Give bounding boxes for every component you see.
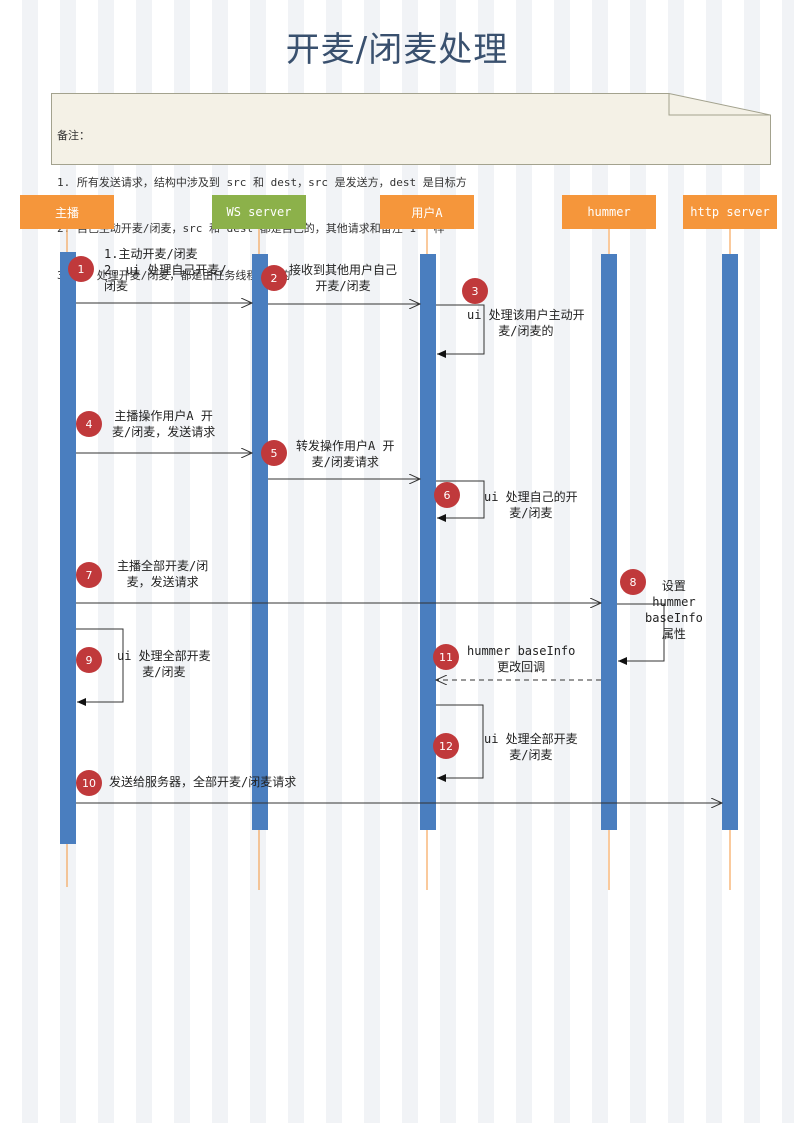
actor-user-a: 用户A: [380, 195, 474, 229]
activation-bar-ws-server: [252, 254, 268, 830]
actor-http-server: http server: [683, 195, 777, 229]
self-arrow-12: [436, 704, 484, 782]
step-label: 转发操作用户A 开 麦/闭麦请求: [296, 439, 395, 469]
self-arrow-8: [617, 603, 665, 665]
actor-anchor: 主播: [20, 195, 114, 229]
step-marker: 9: [76, 647, 102, 673]
actor-ws-server: WS server: [212, 195, 306, 229]
step-marker: 7: [76, 562, 102, 588]
step-marker: 1: [68, 256, 94, 282]
step-marker: 6: [434, 482, 460, 508]
page-title: 开麦/闭麦处理: [285, 30, 509, 70]
step-label: ui 处理该用户主动开 麦/闭麦的: [467, 308, 585, 338]
step-marker: 5: [261, 440, 287, 466]
activation-bar-anchor: [60, 252, 76, 844]
step-label: 主播操作用户A 开 麦/闭麦，发送请求: [112, 409, 216, 439]
actor-hummer: hummer: [562, 195, 656, 229]
step-label: hummer baseInfo 更改回调: [467, 644, 576, 674]
step-label: ui 处理全部开麦 麦/闭麦: [117, 649, 211, 679]
step-marker: 12: [433, 733, 459, 759]
step-marker: 3: [462, 278, 488, 304]
step-marker: 4: [76, 411, 102, 437]
step-marker: 11: [433, 644, 459, 670]
step-marker: 8: [620, 569, 646, 595]
activation-bar-http-server: [722, 254, 738, 830]
activation-bar-hummer: [601, 254, 617, 830]
step-label: 主播全部开麦/闭 麦，发送请求: [117, 559, 209, 589]
step-marker: 10: [76, 770, 102, 796]
self-arrow-6: [436, 480, 485, 522]
step-label: 发送给服务器，全部开麦/闭麦请求: [109, 775, 297, 789]
self-arrow-3: [436, 304, 485, 358]
activation-bar-user-a: [420, 254, 436, 830]
note-line: 备注：: [57, 129, 90, 142]
note-shape: [51, 93, 771, 165]
step-label: 设置 hummer baseInfo 属性: [645, 579, 703, 641]
self-arrow-9: [76, 628, 124, 706]
step-marker: 2: [261, 265, 287, 291]
step-label: 1.主动开麦/闭麦 2. ui 处理自己开麦/ 闭麦: [104, 247, 227, 293]
step-label: ui 处理自己的开 麦/闭麦: [484, 490, 578, 520]
step-label: ui 处理全部开麦 麦/闭麦: [484, 732, 578, 762]
note-line: 1. 所有发送请求，结构中涉及到 src 和 dest，src 是发送方，des…: [57, 175, 467, 189]
step-label: 接收到其他用户自己 开麦/闭麦: [289, 263, 398, 293]
